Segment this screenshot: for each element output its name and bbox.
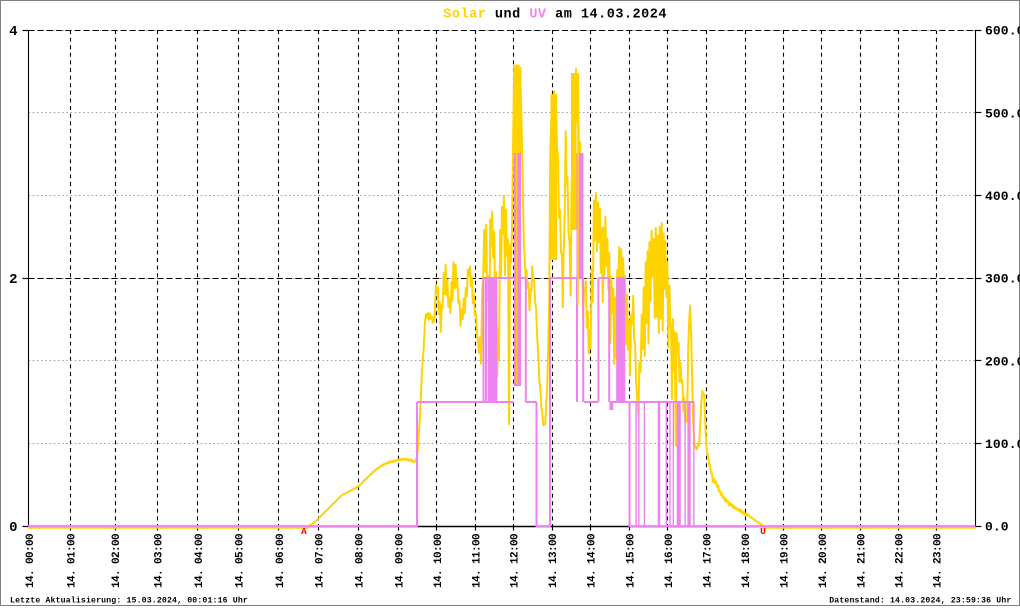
svg-text:14. 16:00: 14. 16:00	[664, 534, 676, 588]
svg-text:14. 00:00: 14. 00:00	[25, 534, 37, 588]
svg-text:14. 11:00: 14. 11:00	[471, 534, 483, 588]
svg-text:400.0: 400.0	[985, 189, 1020, 204]
svg-text:14. 20:00: 14. 20:00	[818, 534, 830, 588]
svg-text:14. 07:00: 14. 07:00	[314, 534, 326, 588]
svg-text:Letzte Aktualisierung: 15.03.2: Letzte Aktualisierung: 15.03.2024, 00:01…	[10, 595, 248, 605]
svg-text:14. 22:00: 14. 22:00	[894, 534, 906, 588]
svg-text:14. 19:00: 14. 19:00	[780, 534, 792, 588]
svg-text:14. 21:00: 14. 21:00	[857, 534, 869, 588]
svg-text:14. 03:00: 14. 03:00	[153, 534, 165, 588]
svg-text:Datenstand: 14.03.2024, 23:59:: Datenstand: 14.03.2024, 23:59:36 Uhr	[829, 595, 1011, 605]
svg-text:600.0: 600.0	[985, 24, 1020, 39]
svg-text:200.0: 200.0	[985, 354, 1020, 369]
svg-text:14. 17:00: 14. 17:00	[703, 534, 715, 588]
svg-text:14. 05:00: 14. 05:00	[235, 534, 247, 588]
svg-text:14. 04:00: 14. 04:00	[194, 534, 206, 588]
svg-text:14. 23:00: 14. 23:00	[932, 534, 944, 588]
svg-text:U: U	[760, 526, 766, 537]
svg-text:14. 15:00: 14. 15:00	[625, 534, 637, 588]
svg-text:14. 06:00: 14. 06:00	[275, 534, 287, 588]
svg-text:14. 08:00: 14. 08:00	[354, 534, 366, 588]
svg-text:500.0: 500.0	[985, 106, 1020, 121]
svg-text:Solar und UV am 14.03.2024: Solar und UV am 14.03.2024	[443, 7, 667, 22]
svg-text:300.0: 300.0	[985, 272, 1020, 287]
svg-text:2: 2	[9, 272, 17, 288]
svg-text:14. 12:00: 14. 12:00	[510, 534, 522, 588]
svg-text:A: A	[301, 526, 307, 537]
svg-text:14. 09:00: 14. 09:00	[394, 534, 406, 588]
svg-text:14. 18:00: 14. 18:00	[741, 534, 753, 588]
svg-text:14. 10:00: 14. 10:00	[433, 534, 445, 588]
svg-text:0.0: 0.0	[985, 520, 1009, 535]
svg-text:4: 4	[9, 24, 17, 40]
svg-text:14. 02:00: 14. 02:00	[111, 534, 123, 588]
svg-text:14. 14:00: 14. 14:00	[587, 534, 599, 588]
svg-text:14. 13:00: 14. 13:00	[548, 534, 560, 588]
svg-text:14. 01:00: 14. 01:00	[66, 534, 78, 588]
svg-text:0: 0	[9, 520, 17, 536]
svg-text:100.0: 100.0	[985, 437, 1020, 452]
